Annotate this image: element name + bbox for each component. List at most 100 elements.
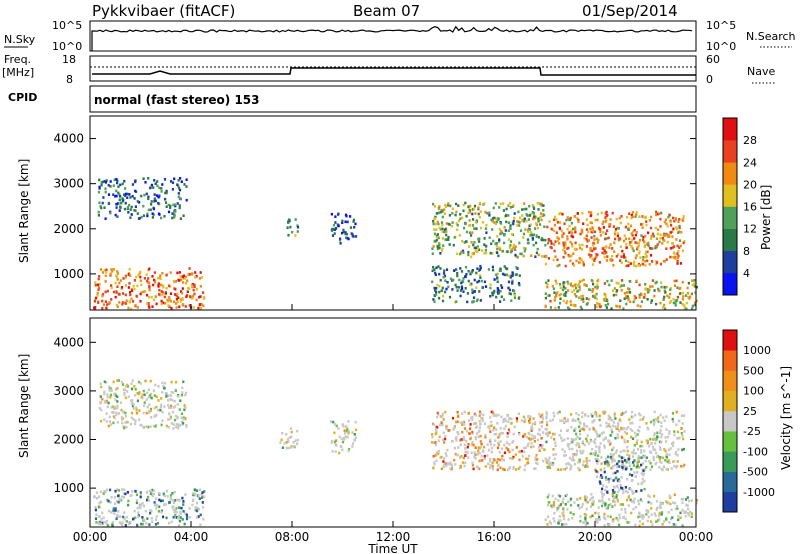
power-cell bbox=[543, 255, 546, 258]
power-cell bbox=[617, 282, 620, 285]
power-cell bbox=[152, 283, 155, 287]
power-cell bbox=[615, 293, 618, 297]
velocity-cell bbox=[444, 452, 447, 455]
velocity-cell bbox=[622, 456, 625, 460]
velocity-cell bbox=[686, 496, 689, 499]
velocity-cell bbox=[603, 493, 606, 496]
velocity-cell bbox=[548, 431, 551, 434]
power-cell bbox=[554, 306, 557, 310]
velocity-cell bbox=[635, 442, 638, 445]
velocity-cell bbox=[459, 421, 462, 424]
velocity-cell bbox=[445, 454, 448, 458]
velocity-cell bbox=[544, 432, 548, 435]
velocity-cell bbox=[346, 435, 349, 439]
velocity-cell bbox=[556, 508, 559, 512]
power-cell bbox=[471, 231, 474, 234]
power-cell bbox=[496, 272, 499, 276]
power-cell bbox=[665, 247, 668, 250]
power-cell bbox=[123, 207, 126, 211]
velocity-cell bbox=[115, 413, 118, 416]
power-cell bbox=[664, 218, 667, 221]
power-cell bbox=[647, 231, 650, 235]
velocity-cell bbox=[179, 516, 182, 519]
power-cell bbox=[651, 279, 654, 282]
power-cell bbox=[541, 214, 544, 217]
power-cell bbox=[639, 305, 642, 308]
velocity-cell bbox=[679, 511, 682, 515]
power-cell bbox=[150, 203, 153, 206]
power-cell bbox=[171, 216, 174, 220]
velocity-cell bbox=[158, 498, 161, 502]
power-cell bbox=[513, 294, 516, 297]
power-cell bbox=[620, 284, 623, 287]
power-cell bbox=[659, 236, 662, 240]
power-cell bbox=[164, 201, 168, 204]
power-cell bbox=[192, 294, 195, 298]
power-cell bbox=[536, 202, 539, 205]
velocity-cell bbox=[530, 442, 533, 445]
velocity-cell bbox=[636, 464, 639, 467]
velocity-cell bbox=[604, 517, 607, 521]
velocity-cell bbox=[641, 481, 644, 484]
velocity-cell bbox=[672, 441, 675, 444]
power-cell bbox=[459, 213, 462, 216]
velocity-cell bbox=[527, 437, 531, 440]
velocity-cell bbox=[619, 459, 622, 463]
power-cell bbox=[623, 239, 626, 243]
power-cell bbox=[574, 226, 577, 229]
velocity-cell bbox=[504, 419, 507, 423]
velocity-cell bbox=[120, 418, 124, 421]
power-cell bbox=[481, 286, 484, 289]
power-cell bbox=[124, 293, 127, 297]
velocity-cell bbox=[330, 441, 333, 444]
velocity-cell bbox=[134, 394, 137, 397]
velocity-cell bbox=[603, 470, 606, 474]
x-tick-label: 08:00 bbox=[275, 530, 310, 544]
velocity-cell bbox=[97, 495, 101, 498]
velocity-cell bbox=[511, 441, 514, 444]
power-cell bbox=[472, 218, 475, 221]
velocity-cell bbox=[621, 487, 624, 490]
power-cell bbox=[447, 222, 450, 226]
power-cell bbox=[596, 253, 599, 257]
velocity-cell bbox=[474, 422, 477, 425]
power-cell bbox=[656, 212, 660, 216]
velocity-cell bbox=[151, 494, 154, 498]
power-cell bbox=[541, 238, 545, 242]
velocity-data-cells bbox=[93, 379, 699, 528]
power-cell bbox=[628, 237, 631, 241]
velocity-cell bbox=[653, 494, 656, 498]
power-cell bbox=[532, 205, 535, 209]
velocity-cell bbox=[175, 516, 178, 519]
velocity-cell bbox=[613, 414, 616, 418]
velocity-cell bbox=[442, 460, 445, 463]
power-cell bbox=[663, 295, 666, 299]
power-cell bbox=[552, 287, 555, 291]
power-cell bbox=[591, 226, 594, 229]
velocity-cell bbox=[97, 515, 100, 518]
power-cell bbox=[129, 291, 132, 294]
power-cell bbox=[577, 218, 580, 222]
velocity-cell bbox=[160, 397, 163, 400]
velocity-cell bbox=[160, 509, 163, 513]
velocity-cell bbox=[625, 460, 628, 464]
velocity-cell bbox=[171, 492, 174, 495]
power-cell bbox=[671, 230, 674, 233]
velocity-cell bbox=[532, 417, 535, 420]
velocity-cell bbox=[587, 414, 590, 418]
velocity-cell bbox=[528, 418, 532, 421]
power-cell bbox=[669, 287, 672, 290]
velocity-cell bbox=[134, 516, 137, 520]
power-cell bbox=[603, 252, 606, 255]
velocity-cell bbox=[499, 440, 502, 443]
velocity-cell bbox=[338, 435, 341, 439]
power-cell bbox=[574, 241, 577, 245]
velocity-cell bbox=[455, 420, 458, 424]
velocity-cell bbox=[546, 495, 549, 499]
power-cell bbox=[119, 279, 122, 282]
power-cell bbox=[612, 225, 615, 228]
velocity-cell bbox=[623, 515, 626, 519]
power-cell bbox=[468, 210, 471, 214]
power-cell bbox=[183, 183, 186, 186]
velocity-cell bbox=[552, 503, 555, 506]
